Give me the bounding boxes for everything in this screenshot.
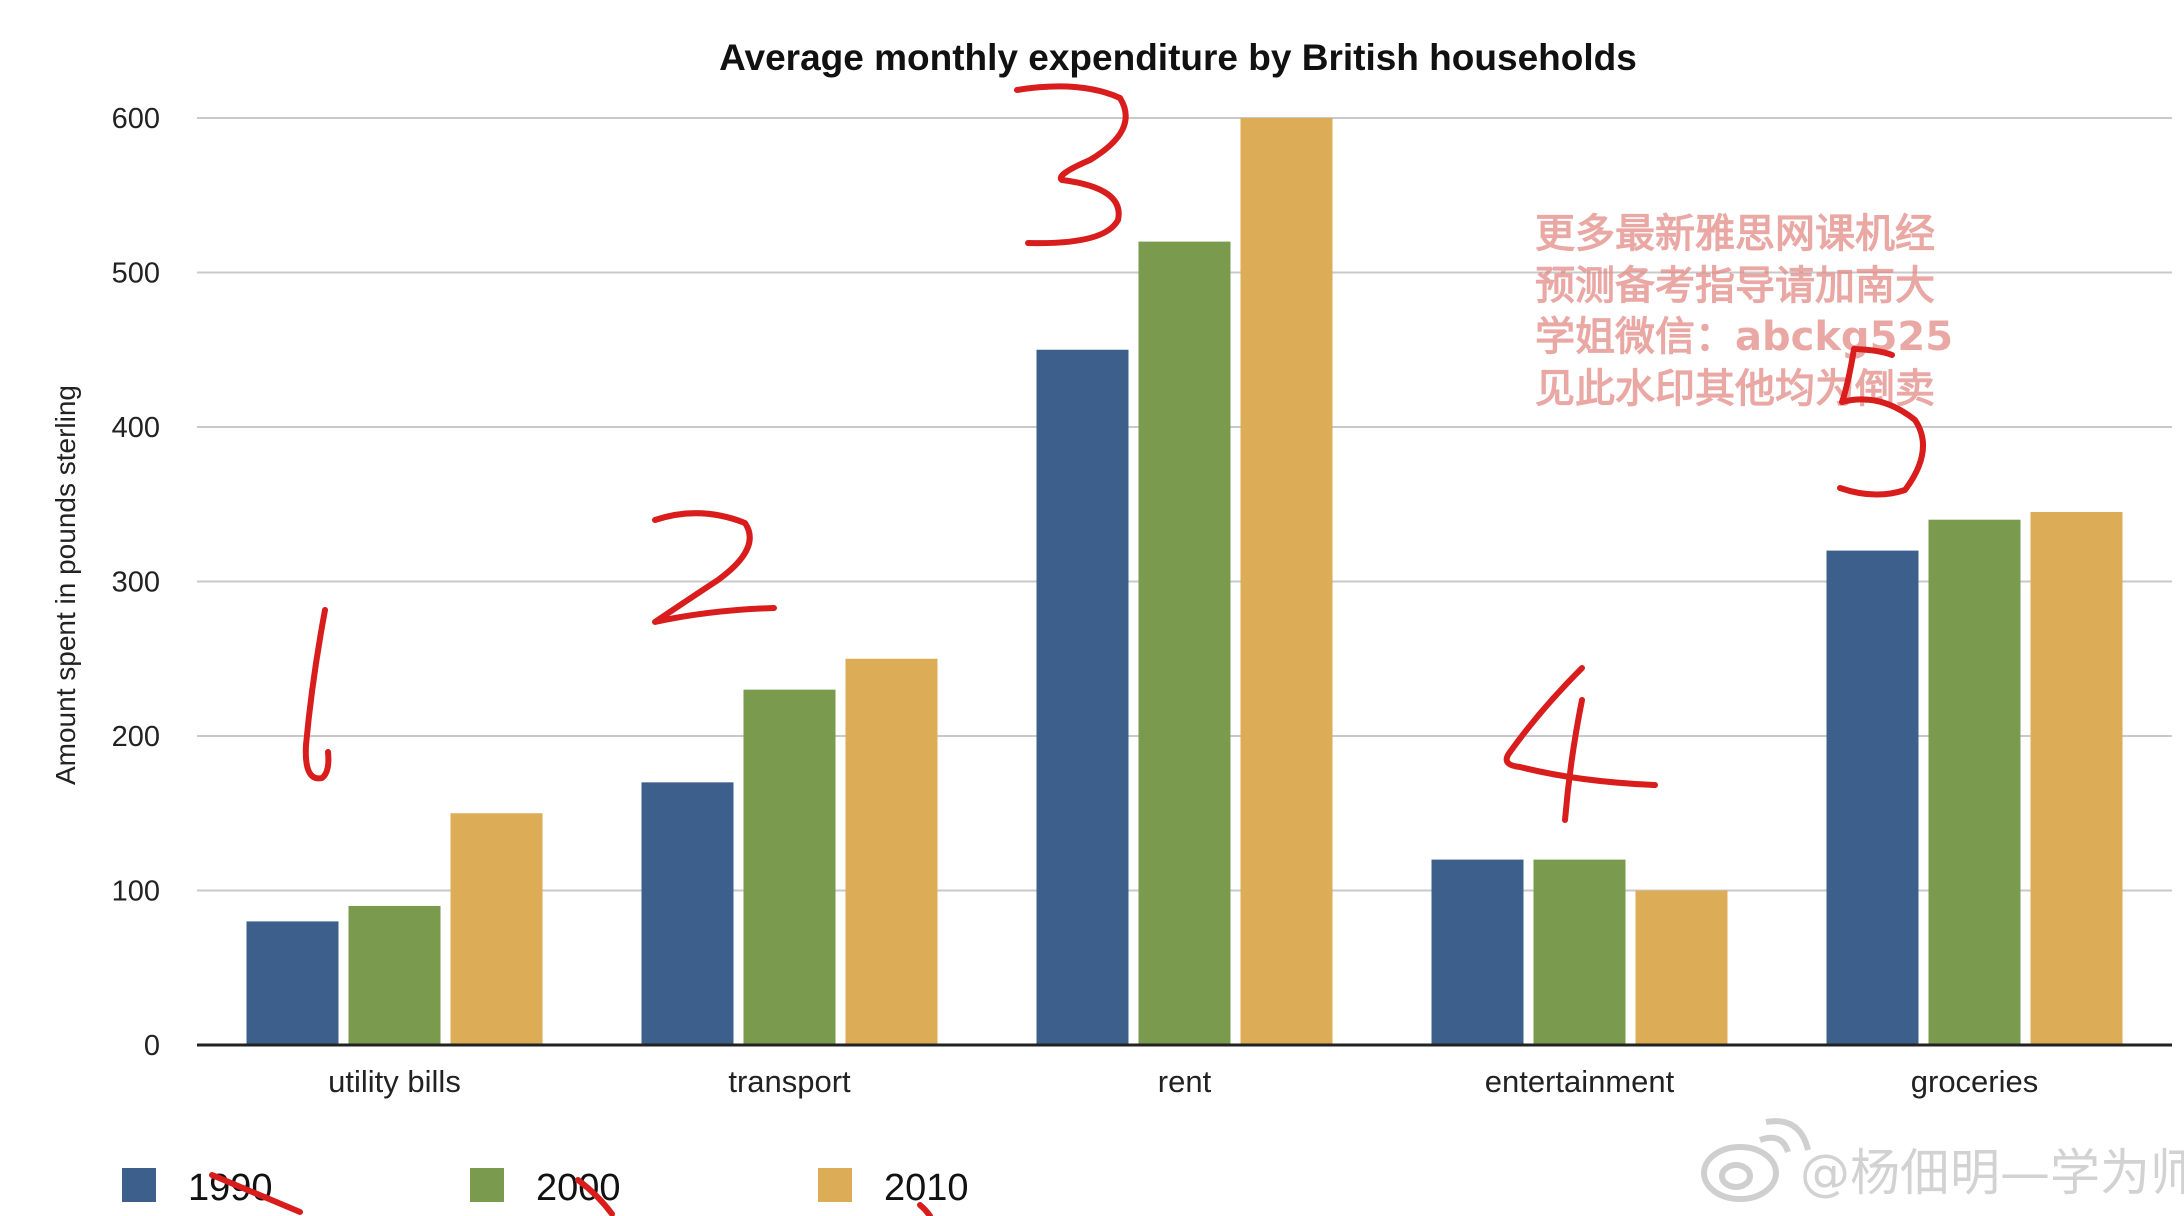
x-tick-label: entertainment — [1485, 1064, 1675, 1099]
watermark-line-2: 预测备考指导请加南大 — [1535, 263, 1935, 309]
social-watermark-text: @杨佃明—学为师 — [1800, 1144, 2184, 1202]
bar-utility-bills-2000 — [348, 905, 441, 1045]
bar-groceries-2010 — [2030, 511, 2123, 1046]
bar-rent-1990 — [1036, 349, 1129, 1045]
weibo-logo-icon — [1701, 1118, 1811, 1202]
watermark-text-block: 更多最新雅思网课机经 预测备考指导请加南大 学姐微信：abckg525 见此水印… — [1535, 211, 1953, 412]
y-axis-ticks: 0 100 200 300 400 500 600 — [112, 103, 160, 1062]
bar-utility-bills-1990 — [246, 921, 339, 1045]
handwritten-annotations — [209, 83, 1926, 1216]
y-axis-label: Amount spent in pounds sterling — [50, 385, 81, 785]
bar-utility-bills-2010 — [450, 813, 543, 1045]
legend-label-2000: 2000 — [536, 1167, 621, 1209]
bar-groceries-1990 — [1826, 550, 1919, 1045]
annotation-number-1 — [302, 607, 332, 782]
bar-entertainment-1990 — [1431, 859, 1524, 1045]
legend-label-1990: 1990 — [188, 1167, 273, 1209]
bars — [246, 118, 2123, 1046]
bar-transport-1990 — [641, 782, 734, 1045]
social-watermark: @杨佃明—学为师 — [1701, 1118, 2184, 1202]
watermark-line-4: 见此水印其他均为倒卖 — [1535, 366, 1935, 412]
watermark-line-1: 更多最新雅思网课机经 — [1535, 211, 1935, 257]
bar-entertainment-2000 — [1533, 859, 1626, 1045]
x-tick-label: transport — [728, 1064, 851, 1099]
bar-rent-2010 — [1240, 118, 1333, 1045]
bar-groceries-2000 — [1928, 519, 2021, 1045]
x-tick-label: rent — [1158, 1064, 1212, 1099]
legend-swatch-2000 — [470, 1168, 504, 1202]
legend-swatch-2010 — [818, 1168, 852, 1202]
bar-entertainment-2010 — [1635, 890, 1728, 1045]
annotation-stroke-legend-1 — [209, 1172, 303, 1215]
x-tick-label: groceries — [1911, 1064, 2039, 1099]
bar-transport-2000 — [743, 689, 836, 1045]
legend-label-2010: 2010 — [884, 1167, 969, 1209]
legend: 1990 2000 2010 — [122, 1167, 969, 1209]
y-tick-label: 500 — [112, 258, 160, 290]
y-tick-label: 100 — [112, 876, 160, 908]
annotation-stroke-legend-3 — [917, 1202, 933, 1216]
x-tick-label: utility bills — [328, 1064, 461, 1099]
annotation-number-2 — [652, 510, 777, 625]
bar-transport-2010 — [845, 658, 938, 1045]
x-axis-ticks: utility bills transport rent entertainment g… — [328, 1064, 2038, 1099]
y-tick-label: 0 — [144, 1030, 160, 1062]
annotation-number-4 — [1503, 665, 1658, 823]
annotation-stroke-legend-2 — [575, 1177, 615, 1216]
chart-title: Average monthly expenditure by British h… — [719, 37, 1637, 78]
y-tick-label: 400 — [112, 412, 160, 444]
annotation-number-3 — [1014, 83, 1129, 247]
y-tick-label: 300 — [112, 567, 160, 599]
bar-rent-2000 — [1138, 241, 1231, 1046]
y-tick-label: 200 — [112, 721, 160, 753]
y-tick-label: 600 — [112, 103, 160, 135]
legend-swatch-1990 — [122, 1168, 156, 1202]
annotation-number-5 — [1837, 346, 1926, 498]
